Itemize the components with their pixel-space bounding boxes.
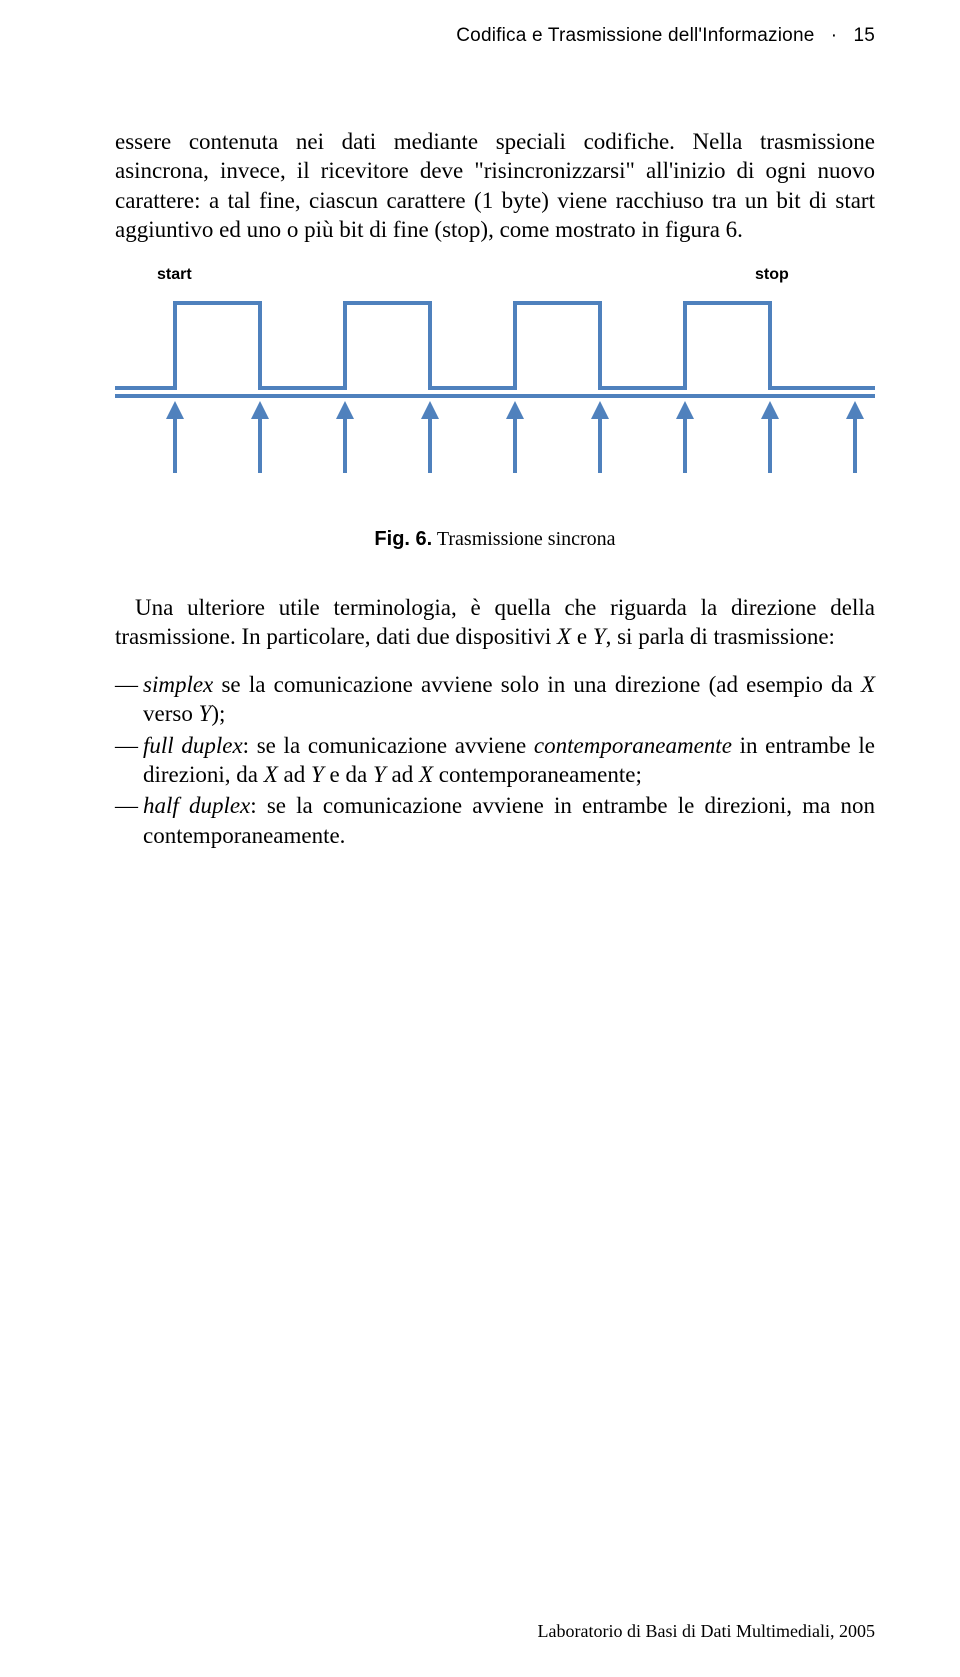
var-y: Y — [593, 624, 606, 649]
p2-c: , si parla di trasmissione: — [606, 624, 835, 649]
i1-b: se la comunicazione avviene solo in una … — [213, 672, 861, 697]
i1-var-x: X — [861, 672, 875, 697]
i2-g: ad — [386, 762, 419, 787]
paragraph-2: Una ulteriore utile terminologia, è quel… — [115, 593, 875, 652]
arrow-head-icon — [676, 401, 694, 419]
header-separator: · — [820, 25, 848, 47]
i1-var-y: Y — [199, 701, 212, 726]
figure-6-svg: start stop — [115, 263, 875, 488]
figure-arrows — [166, 401, 864, 473]
dash-icon: — — [115, 670, 143, 699]
list-item-half-duplex: —half duplex: se la comunicazione avvien… — [115, 791, 875, 850]
footer: Laboratorio di Basi di Dati Multimediali… — [538, 1621, 875, 1642]
arrow-head-icon — [336, 401, 354, 419]
arrow-head-icon — [506, 401, 524, 419]
i3-term: half duplex — [143, 793, 250, 818]
figure-signal-path — [115, 303, 875, 388]
list-item-full-duplex: —full duplex: se la comunicazione avvien… — [115, 731, 875, 790]
i1-term: simplex — [143, 672, 213, 697]
i2-f: e da — [324, 762, 373, 787]
p2-b: e — [571, 624, 593, 649]
i2-var-x1: X — [264, 762, 278, 787]
running-head: Codifica e Trasmissione dell'Informazion… — [115, 25, 875, 47]
i2-var-x2: X — [419, 762, 433, 787]
figure-6: start stop Fig. 6. Trasmissione sincrona — [115, 263, 875, 551]
i2-emph: contemporaneamente — [534, 733, 732, 758]
figure-6-caption: Fig. 6. Trasmissione sincrona — [115, 528, 875, 551]
arrow-head-icon — [591, 401, 609, 419]
dash-icon: — — [115, 791, 143, 820]
arrow-head-icon — [166, 401, 184, 419]
list-item-simplex: —simplex se la comunicazione avviene sol… — [115, 670, 875, 729]
i2-b: : se la comunicazione avviene — [243, 733, 534, 758]
figure-label-stop: stop — [755, 266, 789, 283]
i2-h: contemporaneamente; — [433, 762, 642, 787]
i3-b: : se la comunicazione avviene in entramb… — [143, 793, 875, 847]
transmission-modes-list: —simplex se la comunicazione avviene sol… — [115, 670, 875, 851]
page: Codifica e Trasmissione dell'Informazion… — [0, 0, 960, 1677]
arrow-head-icon — [846, 401, 864, 419]
figure-caption-lead: Fig. 6. — [374, 528, 432, 550]
i2-var-y2: Y — [373, 762, 386, 787]
arrow-head-icon — [761, 401, 779, 419]
i1-c: verso — [143, 701, 199, 726]
i2-term: full duplex — [143, 733, 243, 758]
paragraph-1: essere contenuta nei dati mediante speci… — [115, 127, 875, 245]
i2-e: ad — [278, 762, 311, 787]
i1-d: ); — [211, 701, 225, 726]
var-x: X — [557, 624, 571, 649]
figure-caption-text: Trasmissione sincrona — [437, 528, 616, 550]
dash-icon: — — [115, 731, 143, 760]
figure-label-start: start — [157, 266, 192, 283]
header-page-number: 15 — [853, 25, 875, 46]
i2-var-y1: Y — [311, 762, 324, 787]
arrow-head-icon — [251, 401, 269, 419]
header-title: Codifica e Trasmissione dell'Informazion… — [456, 25, 814, 46]
arrow-head-icon — [421, 401, 439, 419]
